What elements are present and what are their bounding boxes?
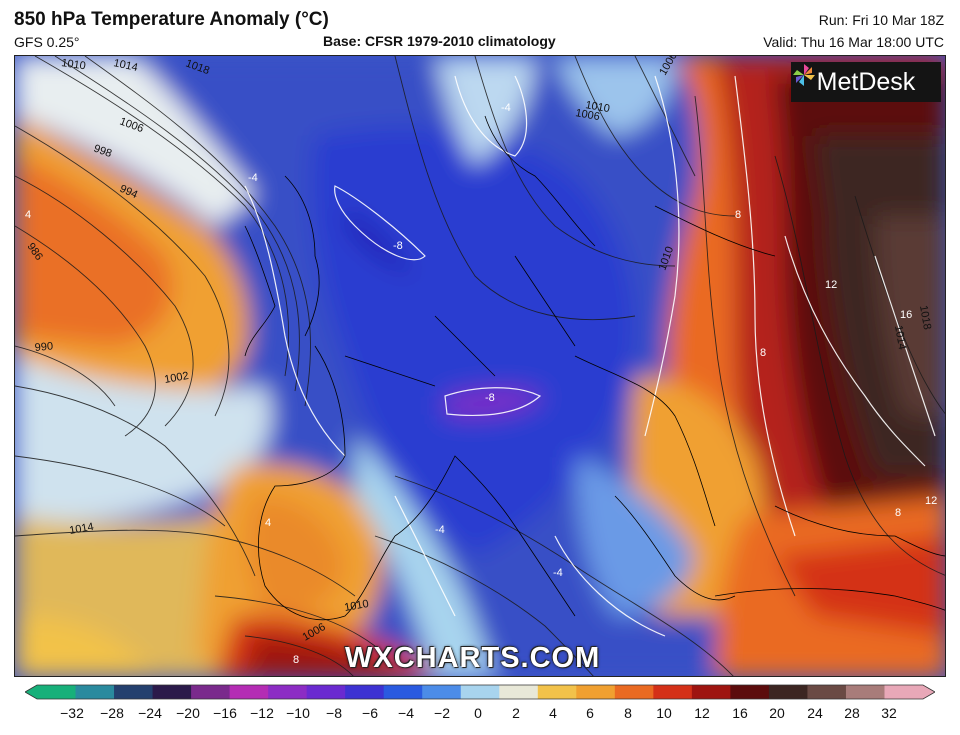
isobar-lines (15, 56, 945, 676)
anomaly-label: -4 (435, 524, 445, 536)
anomaly-label: 16 (900, 309, 912, 321)
colorbar-tick-label: 6 (586, 705, 594, 721)
colorbar-tick-label: 32 (881, 705, 897, 721)
climatology-base-label: Base: CFSR 1979-2010 climatology (323, 33, 556, 49)
colorbar-tick-label: −10 (286, 705, 310, 721)
colorbar-segment (691, 685, 731, 699)
colorbar-tick-label: −2 (434, 705, 450, 721)
isobar-label: 1014 (68, 521, 94, 537)
colorbar-ticks: −32 −28 −24 −20 −16 −12 −10 −8 −6 −4 −2 0 2 4 6 8 10 12 16… (0, 705, 960, 725)
colorbar-tick-label: −32 (60, 705, 84, 721)
colorbar-tick-label: 20 (769, 705, 785, 721)
colorbar-segment (653, 685, 693, 699)
colorbar-segment (152, 685, 192, 699)
colorbar-segment (499, 685, 539, 699)
colorbar-segment (768, 685, 809, 699)
colorbar-outline (25, 684, 935, 700)
anomaly-label: 4 (265, 517, 271, 529)
colorbar-tick-label: 2 (512, 705, 520, 721)
isobar-label: 1018 (917, 304, 933, 330)
colorbar-segment (306, 685, 346, 699)
colorbar-tick-label: 4 (549, 705, 557, 721)
colorbar-segment (422, 685, 462, 699)
colorbar-segment (114, 685, 154, 699)
isobar-label: 1014 (892, 324, 908, 350)
isobar-label: 1006 (574, 107, 600, 123)
colorbar-segment (730, 685, 770, 699)
isobar-label: 1002 (163, 370, 189, 386)
colorbar-segment (460, 685, 500, 699)
anomaly-label: -4 (248, 172, 258, 184)
colorbar-segment (537, 685, 577, 699)
model-label: GFS 0.25° (14, 34, 80, 50)
colorbar-tick-label: −12 (250, 705, 274, 721)
anomaly-map: 1010 1014 1018 1006 998 994 986 990 1002 1014 1010… (14, 55, 946, 677)
colorbar-segment (191, 685, 231, 699)
anomaly-field (15, 56, 945, 676)
run-time-label: Run: Fri 10 Mar 18Z (818, 12, 944, 28)
colorbar-segment (614, 685, 654, 699)
anomaly-label: -8 (393, 240, 403, 252)
colorbar-segment (345, 685, 385, 699)
anomaly-contours (244, 75, 936, 637)
colorbar-tick-label: −24 (138, 705, 162, 721)
colorbar-tick-label: 24 (807, 705, 823, 721)
colorbar-segment (37, 685, 77, 699)
isobar-label: 1010 (343, 598, 369, 614)
isobar-label: 1010 (584, 99, 610, 115)
metdesk-brand: MetDesk (791, 62, 941, 102)
colorbar-tick-label: −20 (176, 705, 200, 721)
colorbar-max-arrow (923, 685, 935, 699)
anomaly-label: 8 (293, 654, 299, 666)
anomaly-label: -8 (485, 392, 495, 404)
colorbar-tick-label: −28 (100, 705, 124, 721)
brand-name: MetDesk (816, 67, 916, 96)
colorbar-tick-label: 28 (844, 705, 860, 721)
colorbar-segment (884, 685, 924, 699)
colorbar-min-arrow (25, 685, 37, 699)
anomaly-label: -4 (501, 102, 511, 114)
colorbar-tick-label: 8 (624, 705, 632, 721)
valid-time-label: Valid: Thu 16 Mar 18:00 UTC (763, 34, 944, 50)
anomaly-label: -4 (553, 567, 563, 579)
wxcharts-watermark: WXCHARTS.COM (345, 642, 601, 674)
colorbar-segment (229, 685, 269, 699)
colorbar-tick-label: −8 (326, 705, 342, 721)
isobar-label: 990 (34, 340, 53, 354)
colorbar-tick-label: −4 (398, 705, 414, 721)
colorbar-segment (268, 685, 308, 699)
anomaly-label: 8 (760, 347, 766, 359)
colorbar-tick-label: 10 (656, 705, 672, 721)
colorbar-segment (845, 685, 886, 699)
colorbar-tick-label: −6 (362, 705, 378, 721)
isobar-label: 1010 (61, 57, 87, 72)
colorbar (25, 684, 935, 700)
colorbar-tick-label: 0 (474, 705, 482, 721)
colorbar-segment (75, 685, 115, 699)
coastlines (244, 115, 945, 620)
chart-title: 850 hPa Temperature Anomaly (°C) (14, 9, 329, 30)
anomaly-label: 4 (25, 209, 31, 221)
colorbar-segment (576, 685, 616, 699)
colorbar-tick-label: 12 (694, 705, 710, 721)
anomaly-label: 8 (735, 209, 741, 221)
isobar-label: 1014 (112, 57, 138, 74)
anomaly-label: 12 (825, 279, 837, 291)
isobar-label: 998 (92, 143, 113, 161)
pinwheel-logo-icon (793, 64, 815, 86)
colorbar-tick-label: 16 (732, 705, 748, 721)
colorbar-segment (807, 685, 847, 699)
anomaly-label-layer: -4 -4 -8 -8 -4 -4 4 8 8 12 16 12 8 4 8 (25, 102, 937, 666)
map-canvas: 1010 1014 10181006998994986990100210141010… (15, 56, 945, 676)
colorbar-tick-label: −16 (213, 705, 237, 721)
anomaly-label: 12 (925, 495, 937, 507)
colorbar-segment (383, 685, 423, 699)
anomaly-label: 8 (895, 507, 901, 519)
